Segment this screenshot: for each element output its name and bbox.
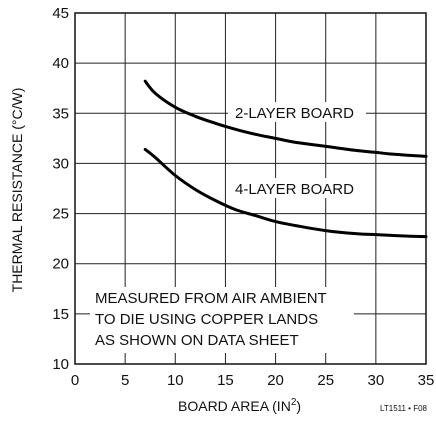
x-tick-label: 0 (71, 372, 79, 389)
x-tick-label: 5 (121, 372, 129, 389)
annotation: MEASURED FROM AIR AMBIENT TO DIE USING C… (90, 287, 354, 353)
plot-border (74, 12, 427, 365)
x-tick-label: 10 (167, 372, 184, 389)
series-label-4-layer (228, 178, 366, 198)
y-tick-label: 25 (52, 206, 69, 223)
x-tick-label: 25 (317, 372, 334, 389)
series-label-2-layer-text: 2-LAYER BOARD (235, 105, 354, 122)
series-curves (143, 79, 428, 239)
annotation-line-1: MEASURED FROM AIR AMBIENT (95, 290, 327, 307)
series-label-4-layer-text: 4-LAYER BOARD (235, 181, 354, 198)
series-label-2-layer (228, 102, 366, 122)
annotation-line-3: AS SHOWN ON DATA SHEET (95, 332, 299, 349)
x-tick-label: 15 (217, 372, 234, 389)
y-tick-label: 45 (52, 5, 69, 22)
y-tick-label: 30 (52, 155, 69, 172)
x-tick-labels: 0 5 10 15 20 25 30 35 (71, 372, 435, 389)
y-tick-label: 40 (52, 55, 69, 72)
x-axis-title: BOARD AREA (IN2) (178, 397, 301, 414)
x-tick-label: 30 (368, 372, 385, 389)
annotation-line-2: TO DIE USING COPPER LANDS (95, 311, 318, 328)
y-axis-title: THERMAL RESISTANCE (°C/W) (9, 88, 25, 293)
y-tick-label: 15 (52, 306, 69, 323)
series-line-2-layer (143, 79, 428, 158)
figure-id: LT1511 • F08 (380, 404, 428, 413)
x-tick-label: 35 (418, 372, 435, 389)
plot-frame (74, 12, 427, 365)
y-tick-label: 20 (52, 256, 69, 273)
series-line-4-layer (143, 147, 428, 239)
x-tick-label: 20 (267, 372, 284, 389)
y-tick-label: 35 (52, 105, 69, 122)
y-tick-label: 10 (52, 356, 69, 373)
y-tick-labels: 10 15 20 25 30 35 40 45 (52, 5, 69, 373)
